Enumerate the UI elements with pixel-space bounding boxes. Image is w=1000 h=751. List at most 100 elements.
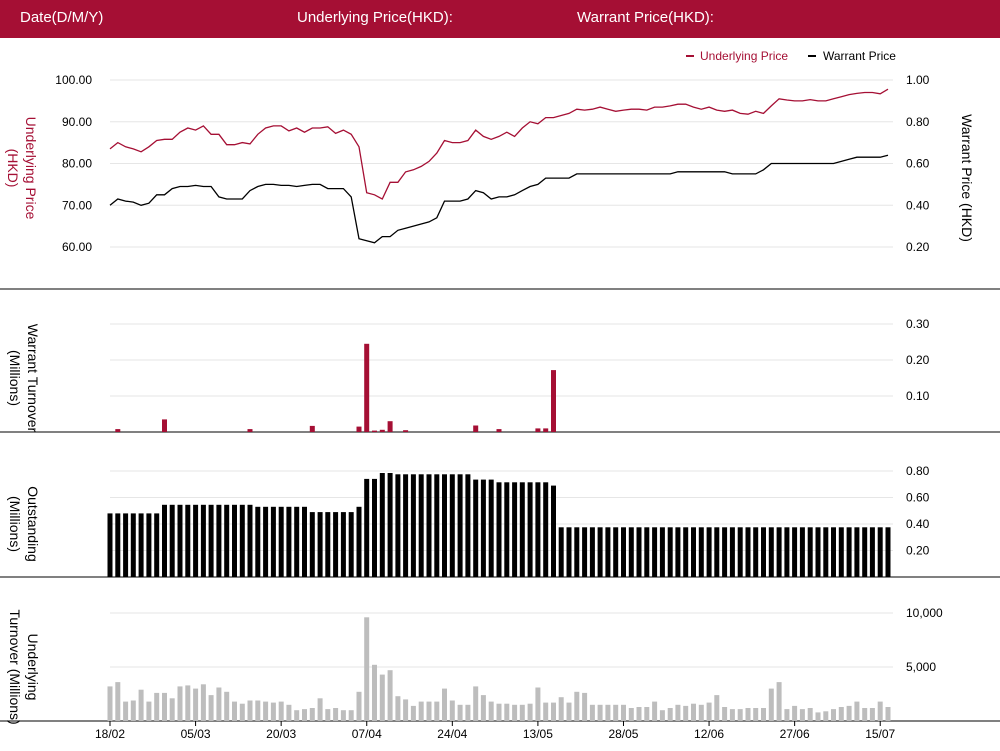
underlying-turnover-bar — [449, 700, 455, 721]
underlying-turnover-bar — [263, 701, 269, 721]
underlying-turnover-bar — [130, 700, 136, 721]
outstanding-bar — [519, 482, 525, 577]
outstanding-bar — [302, 506, 307, 577]
outstanding-bar — [255, 506, 261, 577]
legend-underlying-label: Underlying Price — [700, 49, 788, 63]
outstanding-bar — [224, 504, 230, 577]
y-left-tick-label: 60.00 — [62, 240, 92, 254]
y-right-tick-label: 0.80 — [906, 115, 930, 129]
underlying-turnover-bar — [418, 701, 424, 721]
underlying-turnover-bar — [333, 708, 339, 721]
outstanding-bar — [753, 527, 759, 577]
underlying-turnover-bar — [753, 708, 759, 721]
warrant-turnover-bar — [496, 429, 502, 432]
underlying-turnover-bar — [239, 703, 245, 721]
outstanding-bar — [807, 527, 813, 577]
outstanding-bar — [644, 527, 650, 577]
underlying-turnover-bar — [410, 705, 416, 721]
outstanding-bar — [146, 513, 152, 577]
x-tick-label: 24/04 — [437, 727, 467, 741]
y-right-tick-label: 1.00 — [906, 73, 930, 87]
underlying-turnover-bar — [177, 686, 183, 721]
underlying-turnover-bar — [224, 691, 230, 721]
y-tick-label: 0.30 — [906, 317, 930, 331]
outstanding-bar — [115, 513, 121, 577]
outstanding-bar — [200, 504, 206, 577]
outstanding-bar — [325, 512, 331, 577]
underlying-turnover-bar — [496, 703, 502, 721]
underlying-turnover-bar — [574, 691, 580, 721]
outstanding-bar — [698, 527, 704, 577]
warrant-turnover-axis-label-unit: (Millions) — [7, 350, 23, 406]
outstanding-bar — [232, 504, 237, 577]
underlying-turnover-bar — [761, 708, 766, 721]
underlying-turnover-bar — [247, 700, 253, 721]
underlying-turnover-bar — [799, 709, 805, 721]
outstanding-bar — [364, 478, 370, 577]
outstanding-bar — [473, 479, 479, 577]
underlying-turnover-bar — [434, 701, 440, 721]
underlying-turnover-bar — [644, 707, 650, 721]
underlying-turnover-bar — [387, 670, 393, 721]
outstanding-bar — [621, 527, 626, 577]
underlying-turnover-bar — [162, 692, 167, 721]
underlying-turnover-bar — [193, 688, 199, 721]
warrant-turnover-bar — [535, 428, 541, 432]
underlying-turnover-bar — [628, 708, 634, 721]
warrant-turnover-bar — [356, 426, 362, 432]
outstanding-bar — [434, 474, 440, 577]
outstanding-bar — [551, 485, 556, 577]
outstanding-bar — [823, 527, 829, 577]
underlying-turnover-bar — [123, 701, 129, 721]
underlying-price-line — [109, 88, 889, 200]
underlying-turnover-bar — [348, 710, 354, 721]
outstanding-bar — [628, 527, 634, 577]
warrant-turnover-axis-label: Warrant Turnover — [25, 324, 41, 433]
outstanding-bar — [691, 527, 696, 577]
underlying-turnover-bar — [426, 701, 432, 721]
outstanding-bar — [216, 504, 222, 577]
underlying-turnover-bar — [792, 705, 798, 721]
outstanding-bar — [659, 527, 665, 577]
underlying-turnover-bar — [768, 688, 774, 721]
y-tick-label: 0.60 — [906, 491, 930, 505]
y-left-tick-label: 90.00 — [62, 115, 92, 129]
outstanding-bar — [185, 504, 191, 577]
outstanding-axis-label-unit: (Millions) — [7, 496, 23, 552]
y-right-tick-label: 0.20 — [906, 240, 930, 254]
outstanding-bar — [356, 506, 362, 577]
outstanding-bar — [488, 479, 494, 577]
outstanding-bar — [309, 512, 315, 577]
underlying-turnover-bar — [776, 682, 782, 721]
underlying-turnover-bar — [115, 682, 121, 721]
underlying-turnover-bar — [737, 709, 743, 721]
outstanding-bar — [457, 474, 463, 577]
outstanding-bar — [543, 482, 549, 577]
outstanding-bar — [403, 474, 409, 577]
outstanding-bar — [442, 474, 447, 577]
underlying-turnover-bar — [356, 691, 362, 721]
underlying-turnover-bar — [745, 708, 751, 721]
underlying-turnover-bar — [838, 707, 844, 721]
outstanding-bar — [605, 527, 611, 577]
underlying-turnover-bar — [379, 674, 385, 721]
underlying-turnover-bar — [270, 702, 276, 721]
underlying-turnover-bar — [683, 705, 689, 721]
underlying-turnover-bar — [185, 685, 191, 721]
outstanding-bar — [582, 527, 588, 577]
underlying-turnover-bar — [317, 698, 323, 721]
underlying-turnover-bar — [200, 684, 206, 721]
outstanding-bar — [333, 512, 339, 577]
outstanding-bar — [706, 527, 712, 577]
underlying-turnover-bar — [138, 689, 144, 721]
outstanding-bar — [613, 527, 619, 577]
underlying-turnover-bar — [278, 701, 284, 721]
outstanding-bar — [589, 527, 595, 577]
outstanding-bar — [286, 506, 292, 577]
outstanding-axis-label: Outstanding — [25, 486, 41, 562]
outstanding-bar — [208, 504, 214, 577]
outstanding-bar — [667, 527, 673, 577]
underlying-turnover-bar — [854, 701, 860, 721]
warrant-turnover-bar — [403, 430, 409, 432]
warrant-turnover-bar — [309, 425, 315, 432]
